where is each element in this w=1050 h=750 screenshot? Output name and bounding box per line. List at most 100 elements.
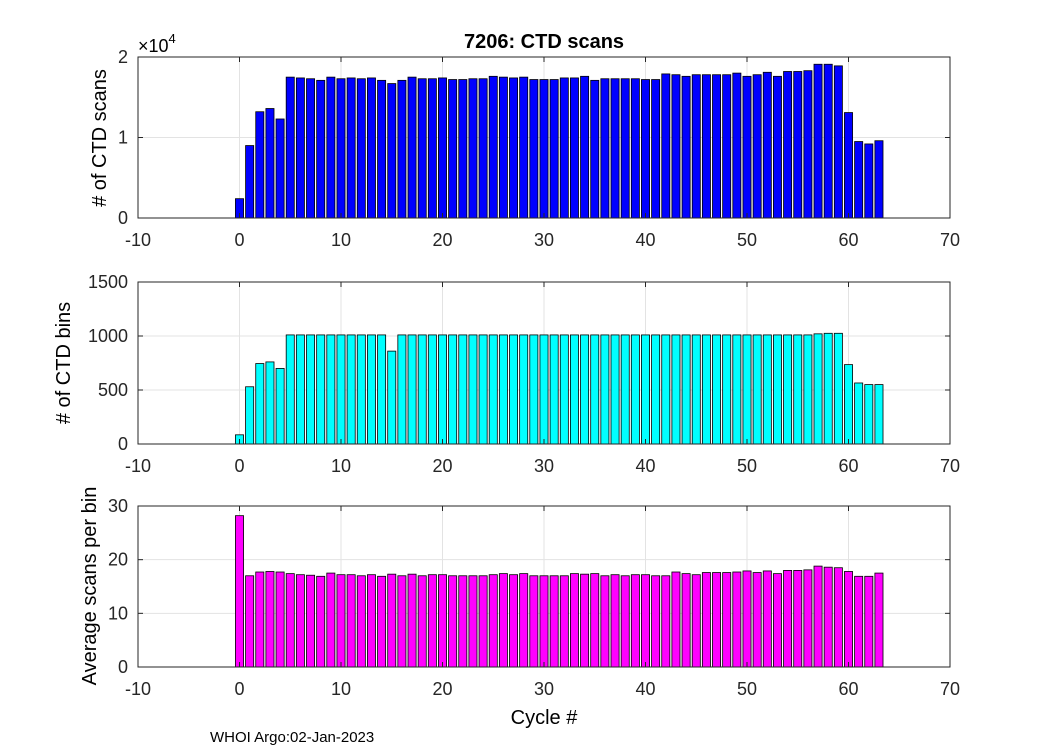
avg-bar	[569, 573, 579, 668]
scans-bar	[468, 78, 478, 219]
bins-bar	[539, 334, 549, 445]
avg-bar	[255, 571, 265, 668]
avg-bar	[559, 575, 569, 668]
bins-xtick-label: 30	[534, 456, 554, 476]
bins-bar	[823, 332, 833, 445]
avg-bar	[580, 573, 590, 668]
scans-bar	[366, 77, 376, 219]
bins-bar	[580, 334, 590, 445]
avg-bar	[722, 572, 732, 668]
avg-bar	[549, 575, 559, 668]
scans-bar	[803, 70, 813, 219]
scans-bar	[691, 74, 701, 219]
scans-bar	[823, 63, 833, 219]
avg-bar	[306, 574, 316, 668]
bins-bar	[722, 334, 732, 445]
scans-bar	[265, 108, 275, 219]
scans-bar	[397, 79, 407, 219]
avg-bar	[356, 575, 366, 668]
bins-bar	[701, 334, 711, 445]
scans-bar	[285, 76, 295, 219]
avg-xtick-label: 50	[737, 679, 757, 699]
avg-bar	[366, 574, 376, 668]
scans-bar	[630, 78, 640, 219]
avg-bar	[448, 575, 458, 668]
scans-bar	[600, 78, 610, 219]
scans-bar	[529, 79, 539, 219]
avg-bar	[844, 571, 853, 668]
scans-bar	[295, 77, 305, 219]
avg-bar	[641, 574, 650, 668]
avg-xtick-label: 60	[838, 679, 858, 699]
scans-bar	[732, 72, 742, 219]
scans-bar	[417, 78, 427, 219]
bins-bar	[752, 334, 762, 445]
avg-bar	[539, 575, 549, 668]
bins-bar	[427, 334, 437, 445]
bins-bar	[488, 334, 498, 445]
scans-bar	[559, 77, 569, 219]
bins-bar	[549, 334, 559, 445]
avg-bar	[874, 572, 884, 668]
bins-bar	[387, 350, 397, 445]
avg-bar	[407, 573, 417, 668]
avg-bar	[265, 571, 275, 668]
scans-bar	[356, 78, 366, 219]
scans-bar	[377, 79, 387, 219]
avg-xtick-label: 30	[534, 679, 554, 699]
avg-xtick-label: 40	[635, 679, 655, 699]
bins-ytick-label: 1500	[88, 272, 128, 292]
subplot-avg-scans-xlabel: Cycle #	[511, 707, 579, 729]
scans-bar	[793, 71, 803, 219]
avg-bar	[336, 574, 346, 668]
bins-bar	[742, 334, 752, 445]
scans-bar	[580, 75, 590, 219]
avg-bar	[671, 571, 681, 668]
bins-bar	[620, 334, 630, 445]
subplot-ctd-scans: 7206: CTD scans # of CTD scans ×104 -10 0…	[89, 31, 960, 250]
bins-bar	[275, 367, 285, 445]
scans-bar	[488, 75, 498, 219]
bins-bar	[630, 334, 640, 445]
avg-bar	[316, 575, 326, 668]
bins-xtick-label: -10	[125, 456, 151, 476]
bins-bar	[407, 334, 417, 445]
subplot-ctd-bins: # of CTD bins -10 0 10 20 30 40 50 60 7005001000…	[53, 272, 960, 476]
avg-bar	[762, 570, 772, 668]
scans-bar	[833, 65, 843, 219]
scans-bar	[661, 73, 671, 219]
bins-bar	[610, 334, 620, 445]
bins-bar	[671, 334, 681, 445]
bins-bar	[326, 334, 336, 445]
bins-bar	[772, 334, 782, 445]
scans-bar	[448, 79, 458, 219]
avg-bar	[488, 574, 498, 668]
bins-bar	[569, 334, 579, 445]
scans-bar	[762, 71, 772, 219]
scans-bar	[864, 143, 874, 219]
scans-xtick-label: 70	[940, 230, 960, 250]
bins-bar	[691, 334, 701, 445]
scans-bar	[458, 79, 468, 219]
scans-bar	[671, 74, 681, 219]
bins-bar	[458, 334, 468, 445]
scans-bar	[478, 78, 488, 219]
bins-bar	[590, 334, 600, 445]
avg-bar	[397, 575, 407, 668]
bins-bar	[316, 334, 326, 445]
avg-bar	[864, 575, 874, 668]
bins-bar	[864, 384, 874, 445]
avg-bar	[478, 575, 488, 668]
scans-bar	[701, 74, 711, 219]
bins-bar	[417, 334, 427, 445]
scans-bar	[569, 77, 579, 219]
bins-bar	[661, 334, 671, 445]
avg-bar	[630, 574, 640, 668]
avg-xtick-label: 70	[940, 679, 960, 699]
avg-ytick-label: 0	[118, 657, 128, 677]
avg-bar	[326, 572, 336, 668]
avg-ytick-label: 30	[108, 496, 128, 516]
scans-ytick-label: 0	[118, 208, 128, 228]
